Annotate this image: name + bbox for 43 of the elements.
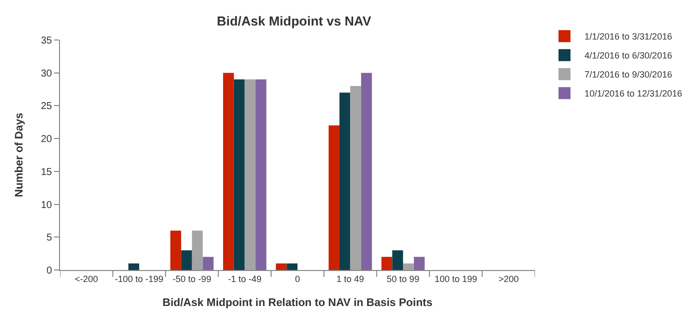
y-tick-label: 5 <box>46 232 52 244</box>
x-tick-label: -1 to -49 <box>228 274 262 284</box>
bar <box>328 125 340 270</box>
bar <box>192 230 203 270</box>
bar <box>234 79 245 270</box>
x-tick-label: -50 to -99 <box>172 274 212 284</box>
bar <box>361 72 372 270</box>
bar <box>339 92 350 270</box>
legend-label: 10/1/2016 to 12/31/2016 <box>584 88 682 99</box>
bar <box>244 79 256 270</box>
bar <box>350 86 362 270</box>
x-tick-label: 50 to 99 <box>386 274 420 284</box>
bar <box>381 256 392 270</box>
bar <box>414 256 425 270</box>
bar <box>202 256 214 270</box>
legend-label: 7/1/2016 to 9/30/2016 <box>584 70 672 80</box>
chart-title: Bid/Ask Midpoint vs NAV <box>216 14 372 29</box>
x-tick-label: -100 to -199 <box>114 274 164 284</box>
x-axis-title: Bid/Ask Midpoint in Relation to NAV in Basis Points <box>162 297 432 309</box>
x-tick-label: <-200 <box>74 274 98 284</box>
x-tick-label: 1 to 49 <box>336 274 364 284</box>
bar <box>128 263 140 270</box>
x-tick-label: >200 <box>498 274 519 284</box>
y-tick-label: 15 <box>40 166 52 178</box>
bar <box>181 250 192 270</box>
y-tick-label: 0 <box>46 266 52 276</box>
bar <box>286 263 298 270</box>
legend-label: 1/1/2016 to 3/31/2016 <box>584 32 672 42</box>
bar <box>256 79 266 270</box>
y-tick-label: 10 <box>40 200 52 211</box>
y-tick-label: 30 <box>40 68 52 80</box>
bar <box>276 263 287 270</box>
y-tick-label: 20 <box>40 134 52 146</box>
y-tick-label: 35 <box>40 36 52 46</box>
x-tick-label: 0 <box>294 274 300 284</box>
bar <box>170 230 182 270</box>
bar <box>223 72 234 270</box>
bar <box>392 250 404 270</box>
y-tick-label: 25 <box>40 101 52 112</box>
bar <box>403 263 414 270</box>
legend-label: 4/1/2016 to 6/30/2016 <box>584 50 672 61</box>
x-tick-label: 100 to 199 <box>434 274 478 284</box>
y-axis-title: Number of Days <box>14 112 26 198</box>
